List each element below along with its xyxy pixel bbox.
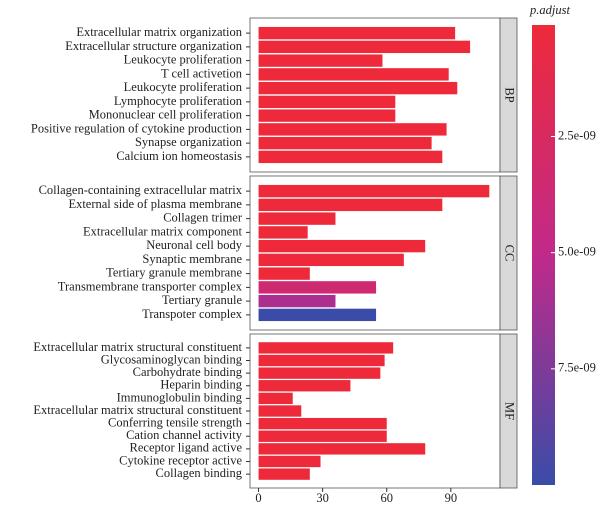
colorbar-title: p.adjust <box>529 3 570 17</box>
facet-strip <box>499 17 518 173</box>
bar <box>258 417 387 430</box>
bar <box>258 294 336 308</box>
y-tick-label: Heparin binding <box>160 378 242 392</box>
bar <box>258 392 293 405</box>
y-tick-label: Transpoter complex <box>142 307 243 321</box>
y-tick-label: Tertiary granule membrane <box>106 266 242 280</box>
y-tick-label: Lymphocyte proliferation <box>114 94 243 108</box>
bar <box>258 150 443 164</box>
bar <box>258 123 447 136</box>
y-tick-label: Mononuclear cell proliferation <box>89 108 243 122</box>
bar <box>258 40 471 54</box>
bar <box>258 253 404 267</box>
y-tick-label: Carbohydrate binding <box>133 365 243 379</box>
bar <box>258 136 432 150</box>
bar <box>258 405 302 417</box>
y-tick-label: T cell activetion <box>161 66 243 80</box>
y-tick-label: Glycosaminoglycan binding <box>101 352 243 366</box>
x-tick-label: 60 <box>381 491 394 505</box>
y-tick-label: Immunoglobulin binding <box>117 390 243 404</box>
y-tick-label: Receptor ligand active <box>130 441 243 455</box>
bar <box>258 184 490 198</box>
y-tick-label: Extracellular matrix component <box>83 224 242 238</box>
bar <box>258 109 396 122</box>
colorbar-tick-label: 7.5e-09 <box>558 361 596 375</box>
facet-label: MF <box>503 402 517 420</box>
bar <box>258 354 385 367</box>
y-tick-label: Synaptic membrane <box>142 252 242 266</box>
y-tick-label: Collagen binding <box>156 466 243 480</box>
y-tick-label: Extracellular structure organization <box>65 39 243 53</box>
bar <box>258 455 321 468</box>
bar <box>258 443 426 455</box>
facet-strip <box>499 333 518 489</box>
bar <box>258 81 458 95</box>
y-tick-label: Conferring tensile strength <box>108 415 243 429</box>
x-tick-label: 30 <box>316 491 329 505</box>
bar <box>258 239 426 253</box>
facet-label: BP <box>503 87 517 102</box>
y-tick-label: Extracellular matrix structural constitu… <box>33 403 242 417</box>
bar <box>258 198 443 212</box>
y-tick-label: Leukocyte proliferation <box>124 53 243 67</box>
bar <box>258 308 377 322</box>
bar <box>258 26 456 40</box>
facet-strip <box>499 175 518 331</box>
bar <box>258 281 377 294</box>
y-tick-label: Collagen-containing extracellular matrix <box>39 183 243 197</box>
bar <box>258 342 394 354</box>
y-tick-label: Neuronal cell body <box>146 238 243 252</box>
y-tick-label: Calcium ion homeostasis <box>116 149 242 163</box>
bar <box>258 267 310 280</box>
y-tick-label: Cation channel activity <box>126 428 243 442</box>
colorbar <box>532 25 555 485</box>
bar <box>258 95 396 109</box>
bar <box>258 380 351 392</box>
y-tick-label: Leukocyte proliferation <box>124 80 243 94</box>
colorbar-tick-label: 2.5e-09 <box>558 128 596 142</box>
y-tick-label: Extracellular matrix structural constitu… <box>33 340 242 354</box>
bar <box>258 226 308 239</box>
colorbar-tick-label: 5.0e-09 <box>558 245 596 259</box>
y-tick-label: Synapse organization <box>135 135 243 149</box>
y-tick-label: Tertiary granule <box>162 293 242 307</box>
y-tick-label: Cytokine receptor active <box>119 453 242 467</box>
x-tick-label: 90 <box>445 491 458 505</box>
y-tick-label: Collagen trimer <box>163 211 243 225</box>
bar <box>258 68 449 81</box>
bar <box>258 468 310 480</box>
facet-label: CC <box>503 245 517 262</box>
y-tick-label: Positive regulation of cytokine producti… <box>31 121 243 135</box>
y-tick-label: External side of plasma membrane <box>68 197 242 211</box>
bar <box>258 430 387 442</box>
bar <box>258 54 383 67</box>
bar <box>258 212 336 225</box>
bar <box>258 367 381 379</box>
x-tick-label: 0 <box>255 491 261 505</box>
y-tick-label: Extracellular matrix organization <box>76 25 242 39</box>
y-tick-label: Transmembrane transporter complex <box>58 279 243 293</box>
